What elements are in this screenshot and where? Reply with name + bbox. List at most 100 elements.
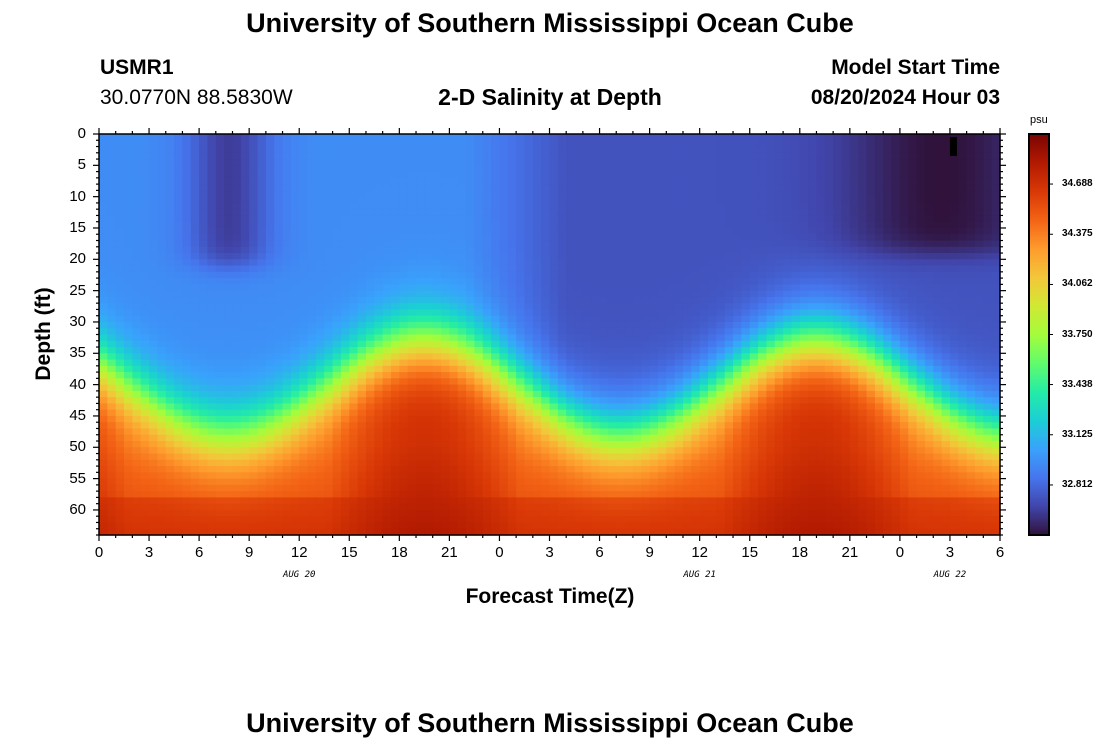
heatmap-cell bbox=[924, 303, 934, 311]
heatmap-cell bbox=[691, 321, 701, 329]
heatmap-cell bbox=[190, 152, 200, 160]
heatmap-cell bbox=[491, 309, 501, 317]
heatmap-cell bbox=[257, 159, 267, 166]
heatmap-cell bbox=[783, 209, 793, 217]
heatmap-cell bbox=[624, 415, 634, 423]
heatmap-cell bbox=[491, 146, 501, 154]
heatmap-cell bbox=[224, 177, 234, 185]
heatmap-cell bbox=[249, 340, 259, 348]
heatmap-cell bbox=[240, 265, 250, 273]
heatmap-cell bbox=[933, 202, 943, 210]
heatmap-cell bbox=[424, 290, 434, 298]
heatmap-cell bbox=[149, 184, 158, 191]
heatmap-cell bbox=[632, 321, 642, 329]
heatmap-cell bbox=[207, 215, 217, 223]
heatmap-cell bbox=[224, 246, 234, 254]
heatmap-cell bbox=[749, 184, 759, 191]
heatmap-cell bbox=[282, 165, 292, 173]
heatmap-cell bbox=[791, 409, 801, 417]
heatmap-cell bbox=[274, 422, 284, 430]
heatmap-cell bbox=[541, 303, 551, 311]
heatmap-cell bbox=[941, 353, 951, 361]
heatmap-cell bbox=[966, 359, 976, 367]
heatmap-cell bbox=[899, 409, 909, 417]
heatmap-cell bbox=[365, 403, 375, 411]
heatmap-cell bbox=[182, 409, 192, 417]
heatmap-cell bbox=[557, 146, 567, 154]
heatmap-cell bbox=[124, 353, 133, 361]
heatmap-cell bbox=[908, 190, 918, 198]
heatmap-cell bbox=[157, 390, 167, 398]
heatmap-cell bbox=[149, 284, 158, 292]
heatmap-cell bbox=[399, 209, 409, 217]
heatmap-cell bbox=[424, 309, 434, 317]
heatmap-cell bbox=[374, 290, 384, 298]
heatmap-cell bbox=[516, 340, 526, 348]
heatmap-cell bbox=[941, 227, 951, 235]
heatmap-cell bbox=[657, 359, 667, 367]
heatmap-cell bbox=[691, 196, 701, 204]
heatmap-cell bbox=[824, 384, 834, 392]
heatmap-cell bbox=[783, 171, 793, 179]
heatmap-cell bbox=[107, 321, 117, 329]
heatmap-cell bbox=[682, 265, 692, 273]
heatmap-cell bbox=[190, 390, 200, 398]
heatmap-cell bbox=[949, 171, 959, 179]
heatmap-cell bbox=[374, 177, 384, 185]
heatmap-cell bbox=[249, 378, 259, 386]
heatmap-cell bbox=[307, 152, 317, 160]
heatmap-cell bbox=[858, 221, 868, 229]
heatmap-cell bbox=[933, 152, 943, 160]
heatmap-cell bbox=[974, 221, 984, 229]
heatmap-cell bbox=[657, 184, 667, 191]
heatmap-cell bbox=[532, 409, 542, 417]
heatmap-cell bbox=[207, 309, 217, 317]
heatmap-cell bbox=[374, 265, 384, 273]
heatmap-cell bbox=[399, 259, 409, 267]
heatmap-cell bbox=[908, 152, 918, 160]
heatmap-cell bbox=[190, 209, 200, 217]
heatmap-cell bbox=[324, 315, 334, 323]
heatmap-cell bbox=[632, 146, 642, 154]
heatmap-cell bbox=[290, 221, 300, 229]
heatmap-cell bbox=[657, 378, 667, 386]
heatmap-cell bbox=[157, 246, 167, 254]
heatmap-cell bbox=[541, 146, 551, 154]
heatmap-cell bbox=[315, 134, 325, 141]
heatmap-cell bbox=[290, 209, 300, 217]
heatmap-cell bbox=[516, 309, 526, 317]
heatmap-cell bbox=[507, 372, 517, 379]
heatmap-cell bbox=[124, 390, 133, 398]
heatmap-cell bbox=[224, 378, 234, 386]
heatmap-cell bbox=[441, 140, 450, 148]
heatmap-cell bbox=[808, 315, 818, 323]
heatmap-cell bbox=[899, 227, 909, 235]
heatmap-cell bbox=[791, 196, 801, 204]
heatmap-cell bbox=[758, 146, 767, 154]
heatmap-cell bbox=[632, 240, 642, 248]
heatmap-cell bbox=[224, 202, 234, 210]
heatmap-cell bbox=[758, 227, 767, 235]
heatmap-cell bbox=[207, 234, 217, 242]
heatmap-cell bbox=[466, 353, 476, 361]
heatmap-cell bbox=[766, 309, 776, 317]
heatmap-cell bbox=[124, 146, 133, 154]
heatmap-cell bbox=[699, 171, 709, 179]
heatmap-cell bbox=[365, 177, 375, 185]
heatmap-cell bbox=[441, 403, 450, 411]
heatmap-cell bbox=[541, 271, 551, 279]
heatmap-cell bbox=[908, 271, 918, 279]
heatmap-cell bbox=[115, 390, 125, 398]
heatmap-cell bbox=[716, 347, 726, 354]
heatmap-cell bbox=[115, 315, 125, 323]
heatmap-cell bbox=[774, 234, 784, 242]
heatmap-cell bbox=[441, 146, 450, 154]
heatmap-cell bbox=[949, 227, 959, 235]
heatmap-cell bbox=[733, 240, 742, 248]
heatmap-cell bbox=[933, 359, 943, 367]
heatmap-cell bbox=[399, 146, 409, 154]
heatmap-cell bbox=[249, 359, 259, 367]
heatmap-cell bbox=[215, 190, 225, 198]
heatmap-cell bbox=[441, 365, 450, 373]
heatmap-cell bbox=[524, 159, 534, 166]
